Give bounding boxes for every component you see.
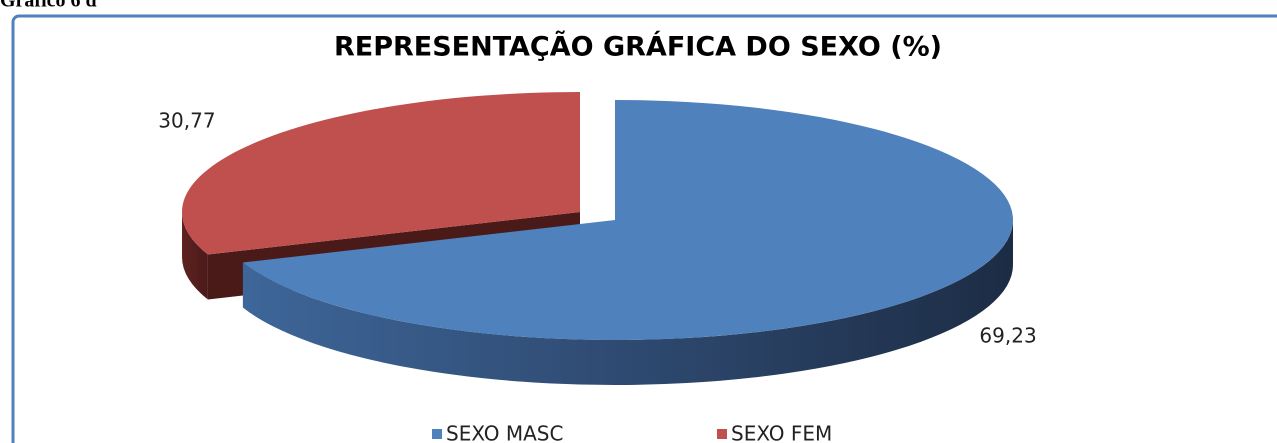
legend-label: SEXO FEM: [731, 422, 832, 443]
value-label: 30,77: [158, 109, 215, 133]
pie-slice: [181, 92, 580, 255]
legend-swatch: [717, 429, 727, 439]
pie-slice: [242, 100, 1013, 340]
pie-side: [242, 220, 1013, 386]
pie-side: [182, 212, 208, 300]
legend-label: SEXO MASC: [446, 422, 563, 443]
value-label: 69,23: [979, 323, 1036, 347]
caption: Gráfico 6 d: [0, 0, 97, 12]
legend-swatch: [432, 429, 442, 439]
chart-title: REPRESENTAÇÃO GRÁFICA DO SEXO (%): [334, 31, 942, 63]
